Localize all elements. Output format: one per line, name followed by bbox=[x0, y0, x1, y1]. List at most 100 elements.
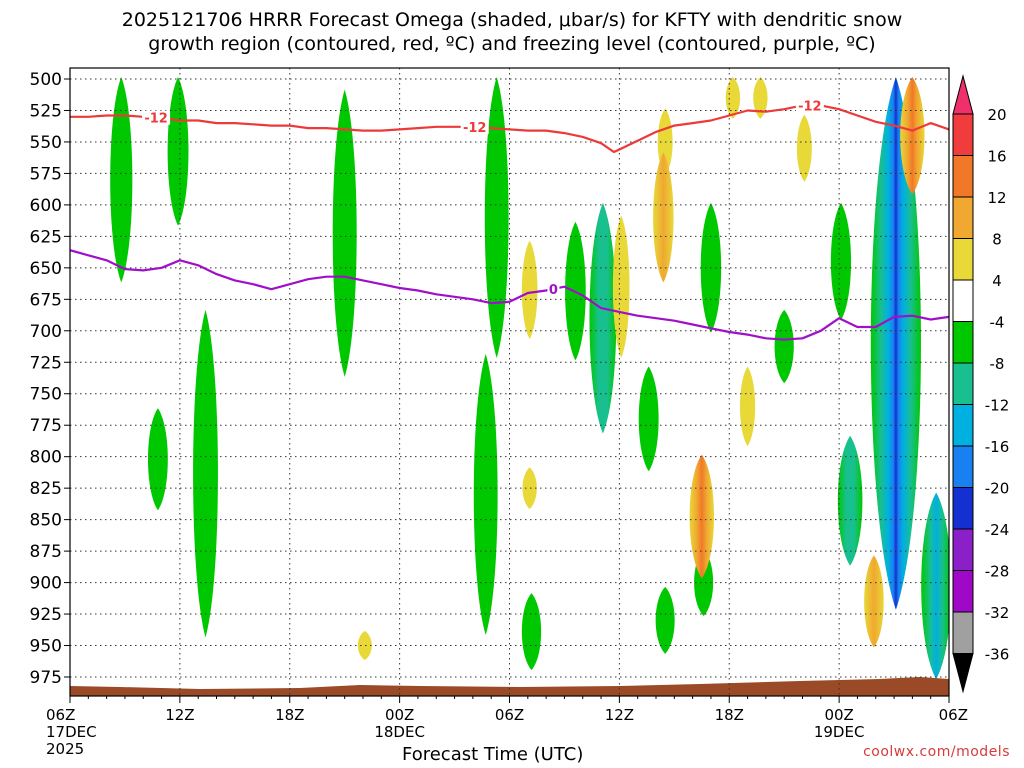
y-tick-label-14: 850 bbox=[30, 511, 62, 531]
y-tick-label-5: 625 bbox=[30, 227, 62, 247]
colorbar-label-13: -36 bbox=[985, 646, 1010, 664]
colorbar-label-11: -28 bbox=[985, 563, 1010, 581]
colorbar-label-1: 16 bbox=[987, 148, 1006, 166]
omega-shading bbox=[110, 77, 949, 679]
y-tick-label-8: 700 bbox=[30, 322, 62, 342]
omega-region-19 bbox=[612, 215, 630, 358]
colorbar-swatch-10 bbox=[952, 487, 974, 530]
omega-region-0 bbox=[110, 77, 133, 283]
x-tick-label-2: 18Z bbox=[275, 706, 304, 724]
y-axis: 500 525 550 575 600 625 650 675 700 725 750 775 800 8… bbox=[30, 70, 70, 688]
chart-title-line-2: growth region (contoured, red, ºC) and f… bbox=[148, 33, 876, 55]
y-tick-label-18: 950 bbox=[30, 637, 62, 657]
omega-region-30 bbox=[864, 555, 884, 648]
omega-region-21 bbox=[521, 240, 538, 340]
omega-region-23 bbox=[653, 152, 674, 283]
chart-title-line-1: 2025121706 HRRR Forecast Omega (shaded, … bbox=[121, 9, 903, 31]
x-tick-label-4: 06Z bbox=[495, 706, 524, 724]
omega-region-2 bbox=[147, 408, 168, 511]
y-tick-label-7: 675 bbox=[30, 290, 62, 310]
y-tick-label-13: 825 bbox=[30, 479, 62, 499]
contour-label-bg-0-2 bbox=[795, 98, 824, 113]
x-date-label-3: 18DEC bbox=[374, 723, 425, 741]
y-tick-label-6: 650 bbox=[30, 259, 62, 279]
colorbar-label-5: -4 bbox=[990, 314, 1005, 332]
contour-label-bg-1-0 bbox=[547, 281, 560, 296]
omega-region-12 bbox=[774, 309, 794, 384]
colorbar-label-8: -16 bbox=[985, 438, 1010, 456]
colorbar-label-6: -8 bbox=[990, 355, 1005, 373]
contour-label-0-2: -12 bbox=[798, 99, 822, 114]
y-tick-label-1: 525 bbox=[30, 101, 62, 121]
y-tick-label-3: 575 bbox=[30, 164, 62, 184]
colorbar-label-10: -24 bbox=[985, 521, 1010, 539]
colorbar-swatch-11 bbox=[952, 528, 974, 571]
x-tick-label-0: 06Z bbox=[46, 706, 75, 724]
omega-region-3 bbox=[193, 309, 218, 638]
colorbar-legend: 20 16 12 8 4 -4 -8 -12 -16 -20 -24 -28 -32 -36 bbox=[952, 74, 1010, 694]
x-date-label-7: 19DEC bbox=[814, 723, 865, 741]
colorbar-label-2: 12 bbox=[987, 189, 1006, 207]
omega-region-15 bbox=[830, 202, 852, 321]
x-tick-label-8: 06Z bbox=[939, 706, 968, 724]
colorbar-bottom-arrow bbox=[952, 653, 974, 694]
colorbar-label-3: 8 bbox=[992, 231, 1002, 249]
omega-region-14 bbox=[655, 586, 675, 654]
x-tick-label-5: 12Z bbox=[605, 706, 634, 724]
source-credit: coolwx.com/models bbox=[863, 744, 1010, 760]
colorbar-label-12: -32 bbox=[985, 604, 1010, 622]
colorbar-swatch-6 bbox=[952, 321, 974, 364]
colorbar-label-4: 4 bbox=[992, 272, 1002, 290]
x-tick-label-7: 00Z bbox=[824, 706, 853, 724]
y-tick-label-0: 500 bbox=[30, 70, 62, 90]
colorbar-top-arrow bbox=[952, 74, 974, 115]
y-tick-label-17: 925 bbox=[30, 605, 62, 625]
y-tick-label-10: 750 bbox=[30, 385, 62, 405]
contour-labels: -12 -12 -12 0 bbox=[142, 98, 824, 298]
contour-label-0-0: -12 bbox=[144, 112, 168, 127]
omega-region-4 bbox=[332, 89, 357, 377]
colorbar-swatch-2 bbox=[952, 155, 974, 198]
omega-region-28 bbox=[739, 366, 756, 447]
omega-region-26 bbox=[796, 114, 812, 182]
colorbar-swatch-5 bbox=[952, 279, 974, 322]
contour-label-0-1: -12 bbox=[463, 121, 487, 136]
omega-region-27 bbox=[689, 454, 715, 579]
y-tick-label-12: 800 bbox=[30, 448, 62, 468]
colorbar-swatch-4 bbox=[952, 238, 974, 281]
y-tick-label-2: 550 bbox=[30, 133, 62, 153]
omega-region-5 bbox=[484, 77, 509, 358]
omega-region-29 bbox=[357, 630, 372, 661]
colorbar-label-9: -20 bbox=[985, 480, 1010, 498]
x-tick-label-6: 18Z bbox=[715, 706, 744, 724]
omega-region-16 bbox=[837, 435, 863, 566]
contour-line-1 bbox=[70, 249, 949, 341]
y-tick-label-16: 900 bbox=[30, 574, 62, 594]
omega-region-10 bbox=[638, 366, 659, 472]
colorbar-swatch-1 bbox=[952, 113, 974, 156]
omega-region-22 bbox=[522, 467, 537, 510]
omega-region-31 bbox=[900, 77, 925, 195]
colorbar-swatch-9 bbox=[952, 445, 974, 488]
omega-region-18 bbox=[921, 492, 949, 679]
omega-region-6 bbox=[473, 353, 498, 635]
colorbar-label-0: 20 bbox=[987, 106, 1006, 124]
omega-region-25 bbox=[753, 77, 768, 119]
x-tick-label-1: 12Z bbox=[165, 706, 194, 724]
y-tick-label-15: 875 bbox=[30, 542, 62, 562]
x-axis-label: Forecast Time (UTC) bbox=[402, 744, 584, 765]
y-tick-label-19: 975 bbox=[30, 668, 62, 688]
omega-region-1 bbox=[167, 77, 189, 226]
colorbar-swatch-8 bbox=[952, 404, 974, 447]
colorbar-swatch-12 bbox=[952, 570, 974, 613]
y-tick-label-4: 600 bbox=[30, 196, 62, 216]
omega-region-9 bbox=[521, 593, 542, 671]
contour-label-bg-0-1 bbox=[460, 119, 489, 134]
y-tick-label-9: 725 bbox=[30, 353, 62, 373]
omega-region-17 bbox=[870, 77, 921, 610]
x-date-label-0: 17DEC bbox=[46, 723, 97, 741]
contour-label-1-0: 0 bbox=[549, 283, 558, 298]
colorbar-swatch-7 bbox=[952, 362, 974, 405]
